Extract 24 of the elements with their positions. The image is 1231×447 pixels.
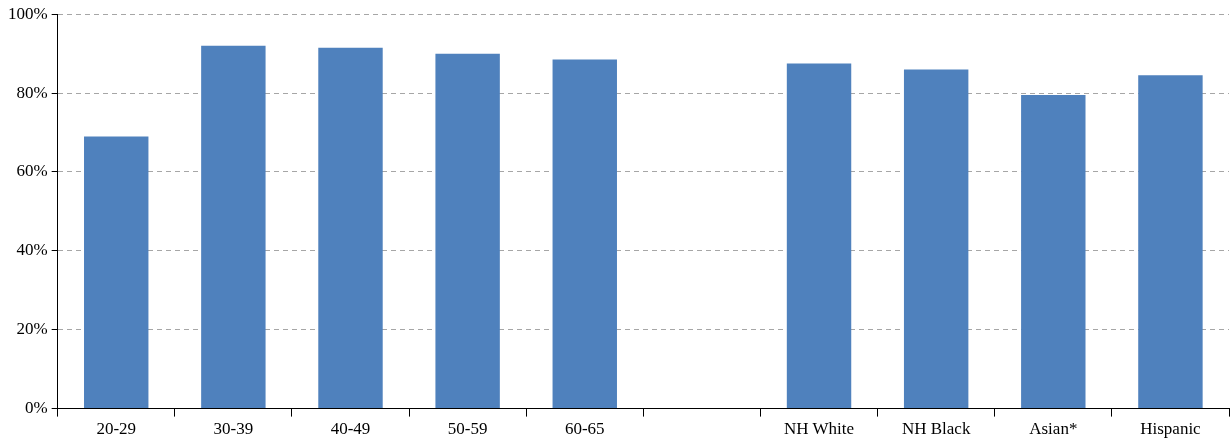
- x-tick-label: 60-65: [564, 419, 605, 439]
- bar: [786, 63, 852, 409]
- bar: [201, 45, 266, 409]
- bar: [84, 136, 149, 409]
- bar: [1138, 75, 1203, 409]
- x-tick-label: 20-29: [96, 419, 137, 439]
- y-tick-label: 20%: [16, 319, 48, 339]
- x-tick-label: 40-49: [330, 419, 371, 439]
- x-tick-label: NH Black: [901, 419, 971, 439]
- y-tick-label: 100%: [7, 3, 48, 23]
- x-tick-label: 50-59: [447, 419, 488, 439]
- bar: [435, 53, 500, 409]
- y-tick-label: 60%: [16, 161, 48, 181]
- y-tick-label: 0%: [24, 398, 48, 418]
- x-tick-label: Asian*: [1029, 419, 1078, 439]
- bar: [318, 47, 383, 409]
- x-tick-label: 30-39: [213, 419, 254, 439]
- bar: [1021, 95, 1086, 409]
- bar: [552, 59, 617, 409]
- x-tick-label: Hispanic: [1140, 419, 1202, 439]
- y-tick-label: 80%: [16, 82, 48, 102]
- x-tick-label: NH White: [784, 419, 855, 439]
- y-tick-label: 40%: [16, 240, 48, 260]
- bar: [903, 69, 969, 409]
